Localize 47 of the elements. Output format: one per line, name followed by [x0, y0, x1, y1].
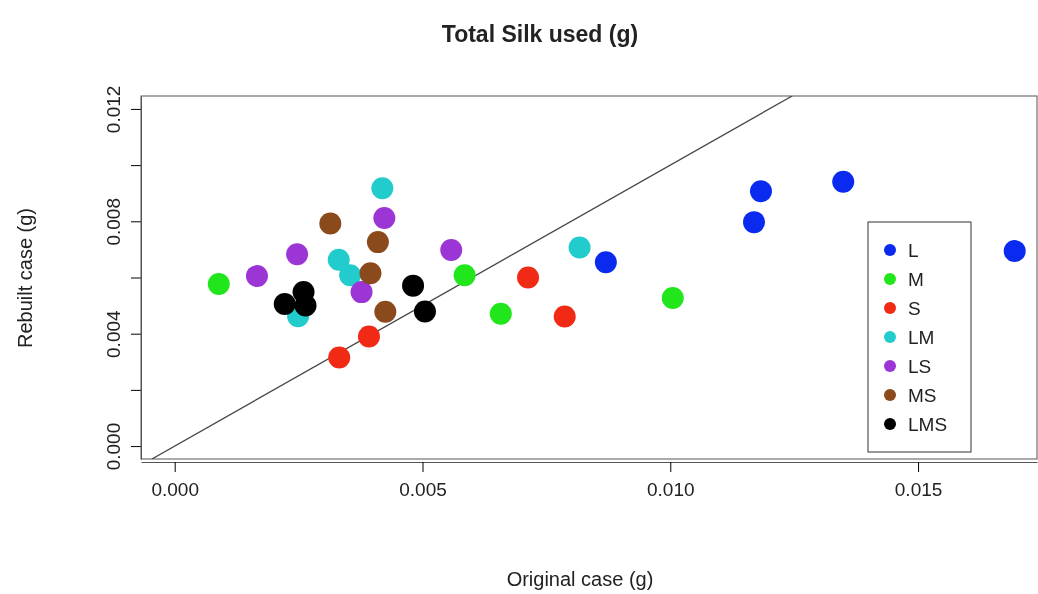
point	[245, 265, 268, 288]
point	[294, 294, 317, 317]
legend-label: LM	[908, 326, 935, 348]
point	[286, 243, 309, 266]
point	[350, 281, 373, 304]
point	[371, 177, 394, 200]
y-tick-label: 0.004	[102, 309, 124, 358]
x-tick-label: 0.005	[399, 478, 447, 500]
point	[366, 231, 389, 254]
legend-label: MS	[908, 384, 937, 406]
point	[373, 206, 396, 229]
point	[413, 300, 436, 323]
legend-label: LMS	[908, 413, 948, 435]
point	[594, 251, 617, 274]
point	[328, 346, 351, 369]
point	[832, 170, 855, 193]
legend-label: M	[908, 268, 924, 290]
point	[440, 238, 463, 261]
chart-title: Total Silk used (g)	[441, 21, 639, 47]
y-axis-title: Rebuilt case (g)	[14, 207, 36, 349]
y-tick-label: 0.012	[102, 85, 124, 134]
legend-label: L	[908, 239, 919, 261]
y-tick-label: 0.008	[102, 198, 124, 246]
point	[357, 325, 380, 348]
point	[749, 180, 772, 203]
point	[339, 264, 362, 287]
x-axis-title: Original case (g)	[506, 568, 654, 590]
point	[402, 274, 425, 297]
x-tick-label: 0.015	[894, 478, 943, 500]
point	[453, 264, 476, 287]
point	[374, 300, 397, 323]
legend-label: S	[908, 297, 921, 319]
point	[359, 262, 382, 285]
x-tick-label: 0.000	[151, 478, 199, 500]
point	[273, 292, 296, 315]
legend-label: LS	[908, 355, 932, 377]
point	[743, 211, 766, 234]
point	[553, 305, 576, 328]
point	[327, 248, 350, 271]
point	[568, 236, 591, 259]
point	[489, 302, 512, 325]
point	[1003, 240, 1026, 263]
x-tick-label: 0.010	[647, 478, 695, 500]
point	[207, 272, 230, 295]
point	[661, 287, 684, 309]
point	[517, 266, 540, 289]
point	[319, 212, 342, 235]
